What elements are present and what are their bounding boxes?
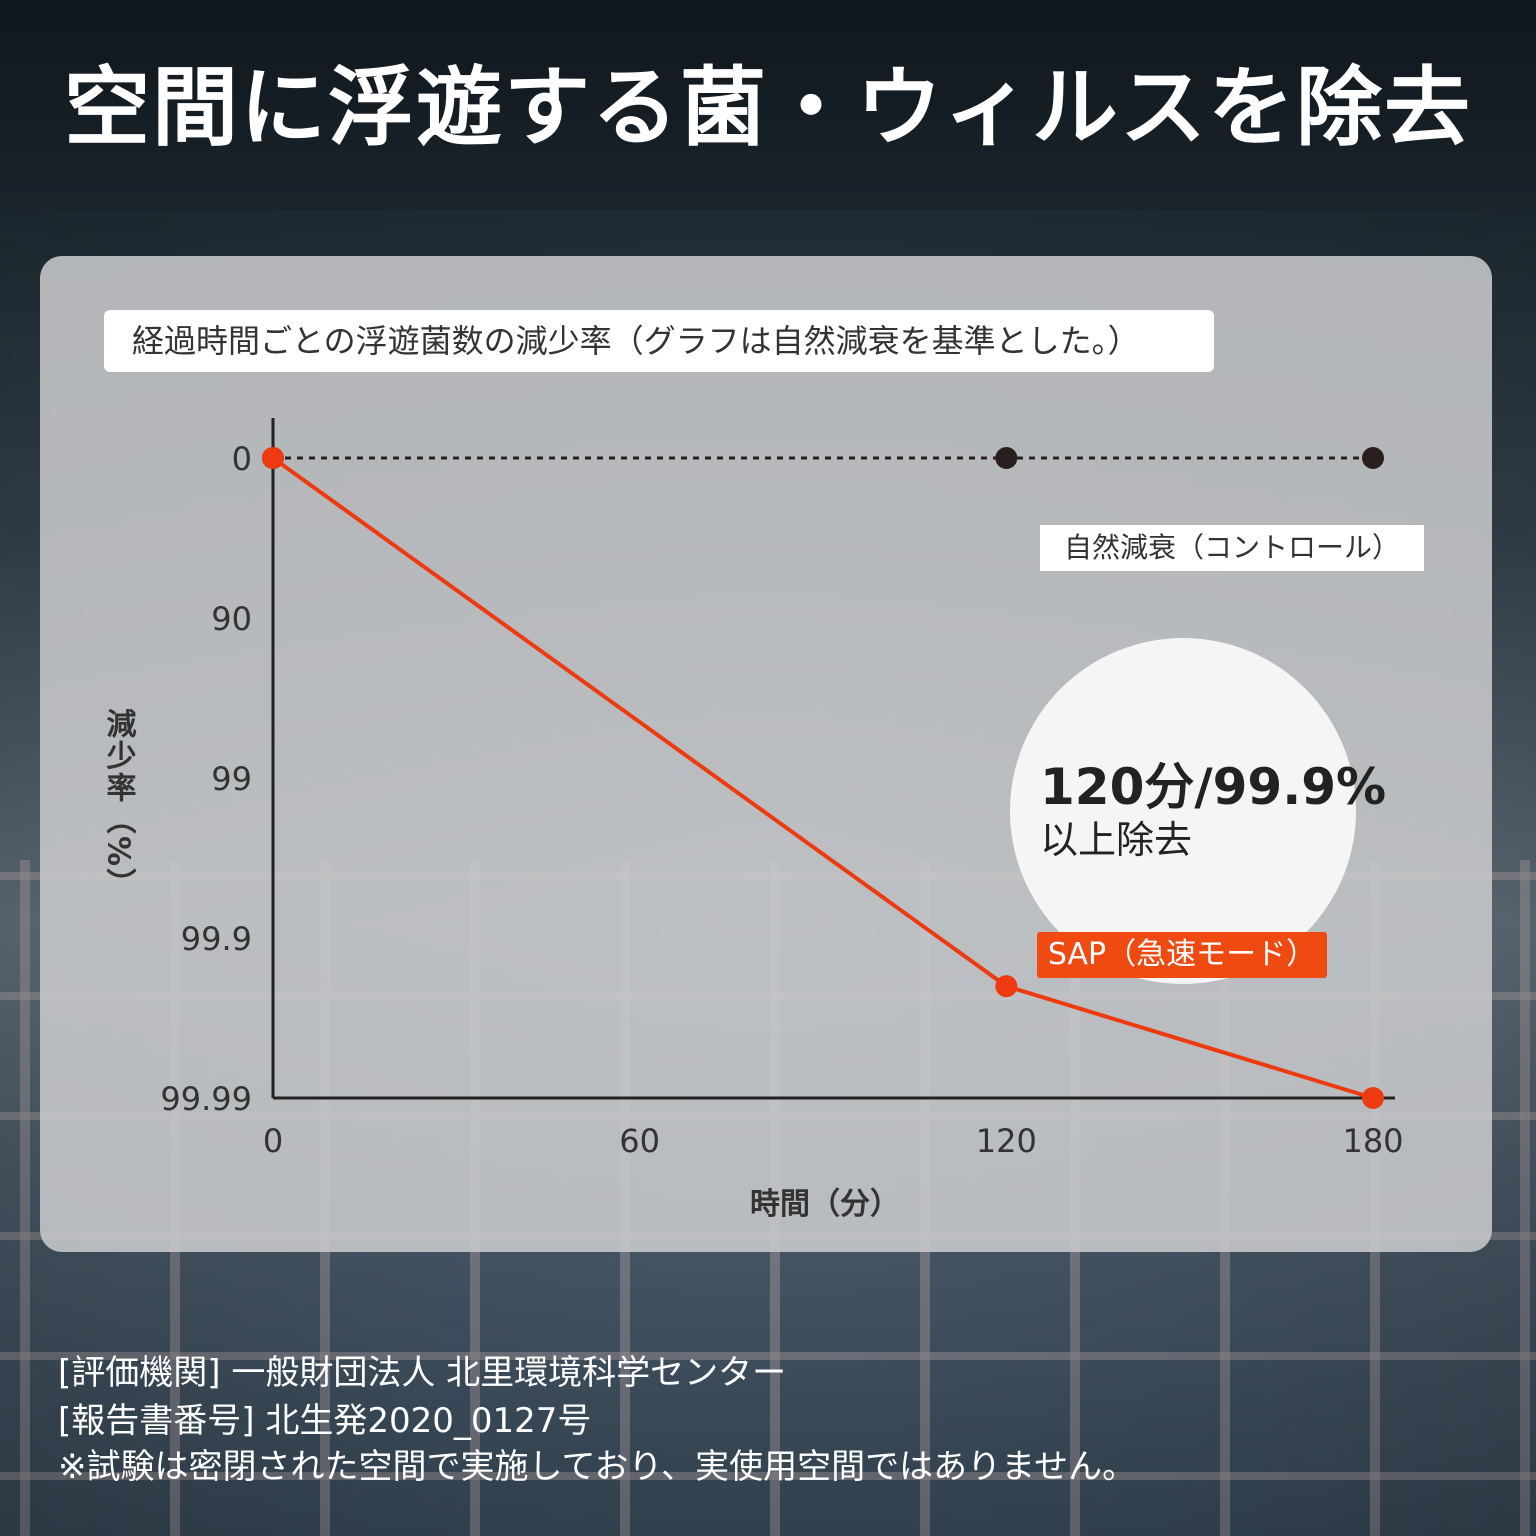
footer-report-number: [報告書番号] 北生発2020_0127号: [58, 1401, 592, 1441]
page-title: 空間に浮遊する菌・ウィルスを除去: [64, 58, 1472, 158]
chart-ticks: 0 90 99 99.9 99.99 0 60 120 180 時間（分） 減少率（%）: [101, 440, 1404, 1222]
chart-title-box: [104, 310, 1214, 372]
y-tick-label: 99.9: [181, 920, 252, 958]
sap-data-point: [995, 975, 1018, 998]
x-tick-label: 120: [976, 1122, 1037, 1160]
footer-disclaimer: ※試験は密閉された空間で実施しており、実使用空間ではありません。: [58, 1447, 1137, 1487]
legend-sap-label: SAP（急速モード）: [1037, 932, 1327, 978]
legend-control-label: 自然減衰（コントロール）: [1040, 525, 1424, 571]
y-tick-label: 99.99: [160, 1080, 252, 1118]
x-tick-label: 0: [263, 1122, 283, 1160]
footer-evaluator: [評価機関] 一般財団法人 北里環境科学センター: [58, 1353, 787, 1393]
chart-axes: [271, 418, 1395, 1100]
y-tick-label: 0: [232, 440, 252, 478]
header-band: [0, 0, 1536, 210]
chart-series: [262, 447, 1384, 1109]
x-tick-label: 60: [619, 1122, 660, 1160]
y-tick-label: 90: [211, 600, 252, 638]
callout-sub-text: 以上除去: [1040, 818, 1193, 862]
sap-data-point: [1362, 1087, 1384, 1109]
sap-data-point: [262, 447, 284, 469]
callout-main-text: 120分/99.9%: [1040, 758, 1387, 816]
y-tick-label: 99: [211, 760, 252, 798]
control-data-point: [995, 447, 1018, 469]
x-axis-label: 時間（分）: [750, 1187, 900, 1222]
x-tick-label: 180: [1342, 1122, 1403, 1160]
chart-title: 経過時間ごとの浮遊菌数の減少率（グラフは自然減衰を基準とした。）: [132, 322, 1140, 360]
y-axis-label: 減少率（%）: [101, 708, 137, 900]
control-data-point: [1362, 447, 1384, 469]
callout-circle: [1010, 638, 1356, 984]
